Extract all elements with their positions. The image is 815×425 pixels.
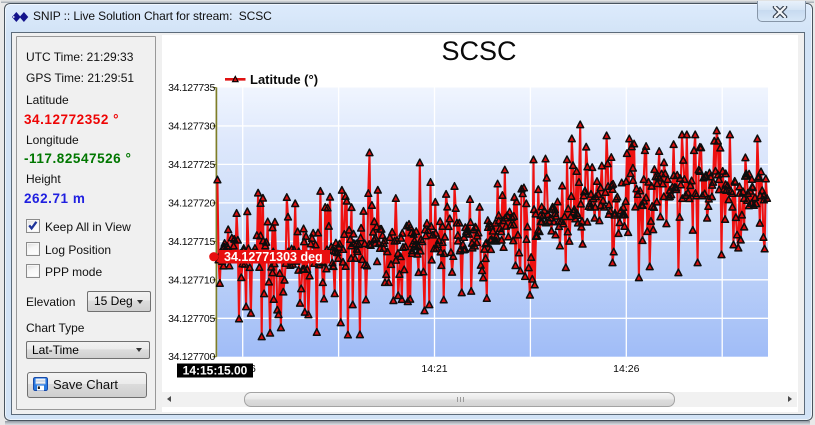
svg-text:34.127710: 34.127710 (168, 274, 215, 286)
svg-text:34.12771303 deg: 34.12771303 deg (224, 250, 323, 264)
svg-text:14:26: 14:26 (613, 363, 639, 375)
svg-text:34.127735: 34.127735 (168, 82, 215, 94)
svg-text:34.127715: 34.127715 (168, 236, 215, 248)
svg-text:SCSC: SCSC (441, 36, 516, 66)
svg-text:34.127730: 34.127730 (168, 121, 215, 133)
svg-text:14:15:15.00: 14:15:15.00 (183, 364, 248, 378)
svg-text:34.127700: 34.127700 (168, 351, 215, 363)
svg-text:Latitude (°): Latitude (°) (250, 72, 318, 87)
svg-text:34.127725: 34.127725 (168, 159, 215, 171)
svg-text:14:21: 14:21 (421, 363, 447, 375)
svg-text:34.127720: 34.127720 (168, 197, 215, 209)
svg-text:34.127705: 34.127705 (168, 313, 215, 325)
